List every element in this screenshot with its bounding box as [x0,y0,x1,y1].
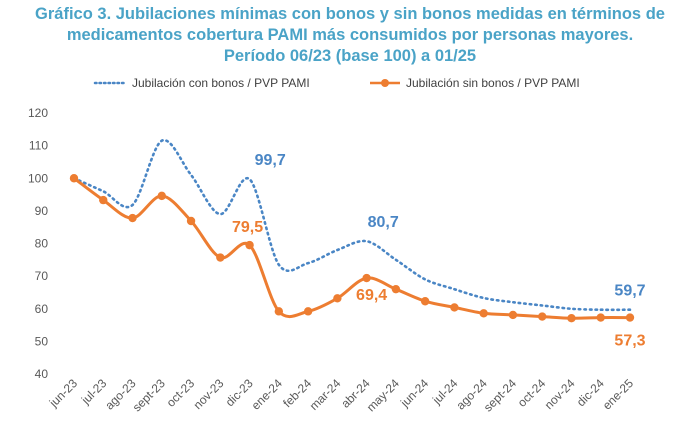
y-tick-label: 40 [35,367,49,381]
x-tick-label: nov-23 [191,376,227,412]
data-point-sin-bonos [508,310,518,320]
data-point-sin-bonos [362,273,371,283]
data-label: 57,3 [614,333,645,350]
series-layer [69,139,635,323]
data-point-sin-bonos [99,195,108,205]
y-tick-label: 120 [28,106,48,120]
x-tick-label: sept-24 [481,376,519,414]
x-tick-label: jun-24 [397,376,431,410]
data-point-sin-bonos [303,307,313,316]
x-tick-label: jun-23 [46,376,80,410]
data-point-sin-bonos [245,240,254,250]
y-tick-label: 50 [35,334,49,348]
data-point-sin-bonos [157,191,166,201]
y-tick-label: 80 [35,237,49,251]
data-point-sin-bonos [69,174,79,183]
y-tick-label: 100 [28,171,48,185]
data-point-sin-bonos [450,303,459,312]
y-tick-label: 70 [35,269,49,283]
data-point-sin-bonos [333,294,342,303]
x-tick-label: ene-24 [249,376,286,413]
data-point-sin-bonos [479,309,488,318]
data-label: 79,5 [232,219,263,236]
x-tick-label: sept-23 [130,376,168,414]
x-tick-label: mar-24 [307,376,344,413]
x-tick-label: may-24 [364,376,402,414]
data-label: 99,7 [255,152,286,169]
data-point-sin-bonos [274,307,284,316]
legend: Jubilación con bonos / PVP PAMI Jubilaci… [93,76,580,90]
series-line-sin-bonos [72,176,632,320]
x-tick-label: nov-24 [542,376,578,412]
x-tick-label: ene-25 [600,376,637,413]
y-tick-label: 60 [35,302,49,316]
y-tick-label: 110 [29,139,48,153]
data-point-sin-bonos [567,314,576,323]
data-point-sin-bonos [391,284,401,294]
data-label: 80,7 [368,214,399,231]
data-point-sin-bonos [538,312,547,321]
data-label: 69,4 [356,287,387,304]
data-labels: 99,7 80,7 59,7 79,5 69,4 57,3 [232,152,646,349]
chart-title-line-2: medicamentos cobertura PAMI más consumid… [66,26,634,44]
x-axis: jun-23jul-23ago-23sept-23oct-23nov-23dic… [46,376,636,414]
y-axis: 40 50 60 70 80 90 100 110 120 [28,106,48,381]
data-point-sin-bonos [216,253,225,262]
legend-label-sin-bonos: Jubilación sin bonos / PVP PAMI [406,76,580,90]
data-point-sin-bonos [420,297,430,306]
chart-title: Gráfico 3. Jubilaciones mínimas con bono… [0,4,700,67]
series-line-con-bonos [72,139,632,312]
chart-title-line-1: Gráfico 3. Jubilaciones mínimas con bono… [35,5,665,23]
data-label: 59,7 [614,283,645,300]
y-tick-label: 90 [35,204,49,218]
data-point-sin-bonos [596,313,605,322]
legend-label-con-bonos: Jubilación con bonos / PVP PAMI [132,76,310,90]
data-point-sin-bonos [625,313,635,322]
data-point-sin-bonos [128,213,137,223]
legend-marker-sin-bonos [381,79,389,87]
chart-title-line-3: Período 06/23 (base 100) a 01/25 [223,47,477,65]
data-point-sin-bonos [186,216,196,226]
